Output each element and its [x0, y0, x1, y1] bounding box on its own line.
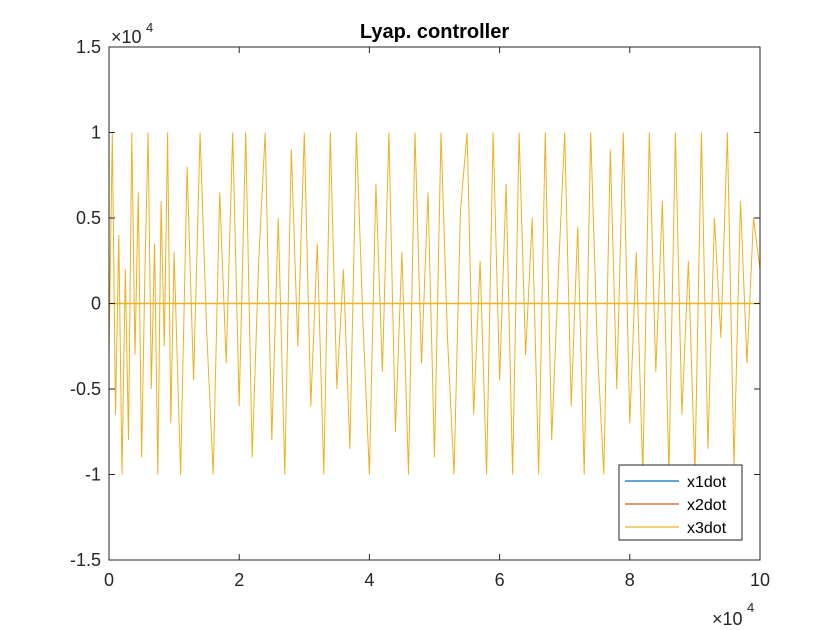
y-axis-ticks: -1.5 -1 -0.5 0 0.5 1 1.5	[70, 37, 760, 570]
x-tick-label: 8	[625, 570, 635, 590]
y-axis-exponent: ×10 4	[111, 20, 153, 47]
legend-item-x2dot[interactable]: x2dot	[625, 497, 727, 514]
legend[interactable]: x1dot x2dot x3dot	[618, 464, 743, 541]
y-tick-label: -1.5	[70, 550, 101, 570]
chart-title: Lyap. controller	[360, 21, 510, 43]
legend-label: x2dot	[687, 497, 727, 514]
x-exponent-base: ×10	[712, 609, 743, 629]
y-tick-label: 1.5	[76, 37, 101, 57]
y-tick-label: 1	[91, 123, 101, 143]
y-exponent-power: 4	[146, 20, 153, 35]
y-exponent-base: ×10	[111, 27, 142, 47]
plot-area: 0 2 4 6 8 10 -1.5 -1 -0.5 0 0.5 1 1.5	[70, 37, 770, 590]
series-layer	[108, 132, 761, 475]
legend-item-x1dot[interactable]: x1dot	[625, 474, 727, 491]
y-tick-label: -1	[85, 465, 101, 485]
x-tick-label: 4	[364, 570, 374, 590]
legend-label: x1dot	[687, 474, 727, 491]
series-line-x3dot	[108, 132, 761, 475]
axes-frame	[108, 46, 761, 561]
x-tick-label: 2	[234, 570, 244, 590]
x-tick-label: 0	[104, 570, 114, 590]
y-tick-label: 0.5	[76, 208, 101, 228]
x-axis-ticks: 0 2 4 6 8 10	[104, 47, 770, 590]
y-tick-label: 0	[91, 294, 101, 314]
y-tick-label: -0.5	[70, 379, 101, 399]
legend-items: x1dot x2dot x3dot	[625, 474, 727, 537]
x-axis-exponent: ×10 4	[712, 600, 754, 629]
x-exponent-power: 4	[747, 600, 754, 615]
legend-item-x3dot[interactable]: x3dot	[625, 520, 727, 537]
x-tick-label: 10	[750, 570, 770, 590]
legend-label: x3dot	[687, 520, 727, 537]
x-tick-label: 6	[495, 570, 505, 590]
